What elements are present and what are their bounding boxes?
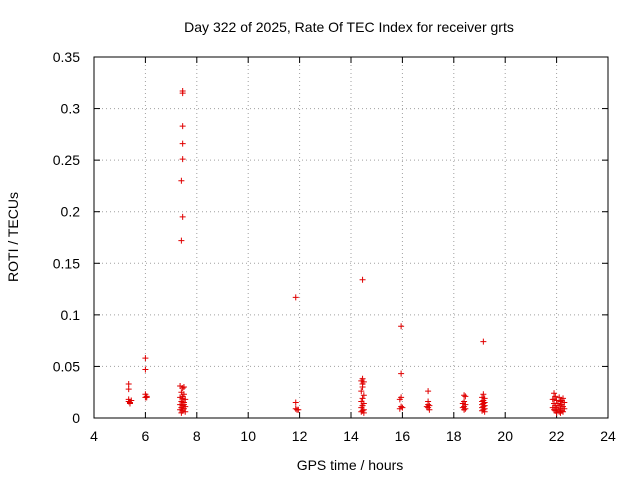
data-point: [143, 394, 150, 401]
x-tick-label: 20: [497, 428, 513, 444]
x-tick-label: 6: [142, 428, 150, 444]
data-point: [295, 406, 302, 413]
grid-lines: [94, 57, 608, 418]
data-point: [552, 393, 559, 400]
y-tick-labels: 0 0.05 0.1 0.15 0.2 0.25 0.3 0.35: [53, 49, 80, 426]
data-point: [480, 338, 487, 345]
x-tick-label: 18: [446, 428, 462, 444]
data-point: [292, 405, 299, 412]
data-point: [557, 409, 564, 416]
data-point: [551, 390, 558, 397]
data-point: [179, 123, 186, 130]
y-tick-label: 0.2: [61, 204, 81, 220]
chart-title: Day 322 of 2025, Rate Of TEC Index for r…: [184, 19, 514, 35]
data-point: [480, 391, 487, 398]
y-tick-label: 0.15: [53, 255, 80, 271]
data-point: [125, 386, 132, 393]
data-point: [179, 140, 186, 147]
data-point: [178, 177, 185, 184]
data-point: [425, 388, 432, 395]
data-point: [178, 398, 185, 405]
data-point: [179, 393, 186, 400]
data-point: [481, 408, 488, 415]
data-point: [426, 406, 433, 413]
data-point: [178, 409, 185, 416]
data-point: [399, 404, 406, 411]
data-point: [551, 396, 558, 403]
data-point: [359, 276, 366, 283]
data-point: [358, 408, 365, 415]
y-tick-label: 0.1: [61, 307, 81, 323]
data-point: [396, 396, 403, 403]
y-tick-label: 0.35: [53, 49, 80, 65]
x-tick-label: 8: [193, 428, 201, 444]
x-tick-label: 22: [549, 428, 565, 444]
data-point: [462, 393, 469, 400]
x-tick-labels: 4 6 8 10 12 14 16 18 20 22 24: [90, 428, 616, 444]
data-point: [553, 397, 560, 404]
data-point: [358, 388, 365, 395]
data-point: [462, 405, 469, 412]
y-tick-label: 0.05: [53, 358, 80, 374]
data-point: [461, 392, 468, 399]
y-tick-label: 0.3: [61, 101, 81, 117]
data-point: [292, 399, 299, 406]
data-point: [359, 395, 366, 402]
data-point: [558, 397, 565, 404]
y-tick-label: 0.25: [53, 152, 80, 168]
data-point: [182, 396, 189, 403]
x-axis-label: GPS time / hours: [297, 457, 404, 473]
axis-ticks: [93, 56, 609, 419]
data-point: [292, 294, 299, 301]
data-points: [125, 88, 568, 416]
data-point: [360, 392, 367, 399]
data-point: [182, 408, 189, 415]
data-point: [556, 394, 563, 401]
data-point: [180, 384, 187, 391]
x-tick-label: 4: [90, 428, 98, 444]
data-point: [359, 384, 366, 391]
data-point: [423, 403, 430, 410]
data-point: [179, 213, 186, 220]
data-point: [177, 406, 184, 413]
data-point: [180, 401, 187, 408]
y-tick-label: 0: [72, 410, 80, 426]
data-point: [179, 90, 186, 97]
x-tick-label: 10: [240, 428, 256, 444]
data-point: [177, 394, 184, 401]
data-point: [128, 397, 135, 404]
data-point: [398, 323, 405, 330]
data-point: [461, 406, 468, 413]
x-tick-label: 24: [600, 428, 616, 444]
data-point: [142, 366, 149, 373]
x-tick-label: 16: [395, 428, 411, 444]
x-tick-label: 12: [292, 428, 308, 444]
data-point: [560, 408, 567, 415]
y-axis-label: ROTI / TECUs: [5, 192, 21, 282]
data-point: [360, 409, 367, 416]
data-point: [479, 407, 486, 414]
data-point: [178, 237, 185, 244]
data-point: [398, 370, 405, 377]
data-point: [179, 385, 186, 392]
data-point: [125, 380, 132, 387]
data-point: [358, 377, 365, 384]
data-point: [142, 355, 149, 362]
data-point: [179, 156, 186, 163]
x-tick-label: 14: [343, 428, 359, 444]
data-point: [396, 405, 403, 412]
data-point: [126, 400, 133, 407]
